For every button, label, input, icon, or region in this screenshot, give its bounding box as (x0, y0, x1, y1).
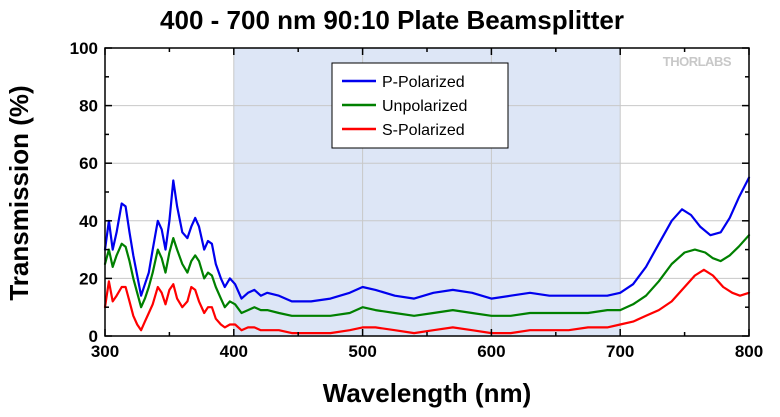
x-tick-label: 800 (735, 342, 763, 361)
legend-label: S-Polarized (382, 122, 465, 139)
x-tick-label: 300 (91, 342, 119, 361)
legend-label: P-Polarized (382, 74, 465, 91)
y-tick-label: 60 (79, 154, 98, 173)
x-axis-label: Wavelength (nm) (323, 378, 531, 408)
thorlabs-logo: THORLABS (663, 54, 732, 69)
series-lines (103, 176, 751, 335)
y-tick-label: 100 (70, 39, 98, 58)
x-tick-label: 600 (477, 342, 505, 361)
y-axis-label: Transmission (%) (4, 85, 34, 300)
y-tick-label: 20 (79, 269, 98, 288)
series-line-unpolarized (103, 234, 751, 317)
y-tick-label: 80 (79, 97, 98, 116)
x-tick-label: 700 (606, 342, 634, 361)
chart-title: 400 - 700 nm 90:10 Plate Beamsplitter (160, 5, 624, 35)
legend-label: Unpolarized (382, 98, 467, 115)
legend: P-Polarized Unpolarized S-Polarized (331, 62, 509, 149)
y-tick-label: 40 (79, 212, 98, 231)
y-tick-label: 0 (89, 327, 98, 346)
x-tick-label: 500 (348, 342, 376, 361)
series-line-p-polarized (103, 176, 751, 303)
series-line-s-polarized (103, 268, 751, 335)
x-tick-label: 400 (220, 342, 248, 361)
axis-ticks (104, 47, 750, 337)
axis-tick-labels: 300 400 500 600 700 800 0 20 40 60 80 100 (70, 39, 764, 361)
